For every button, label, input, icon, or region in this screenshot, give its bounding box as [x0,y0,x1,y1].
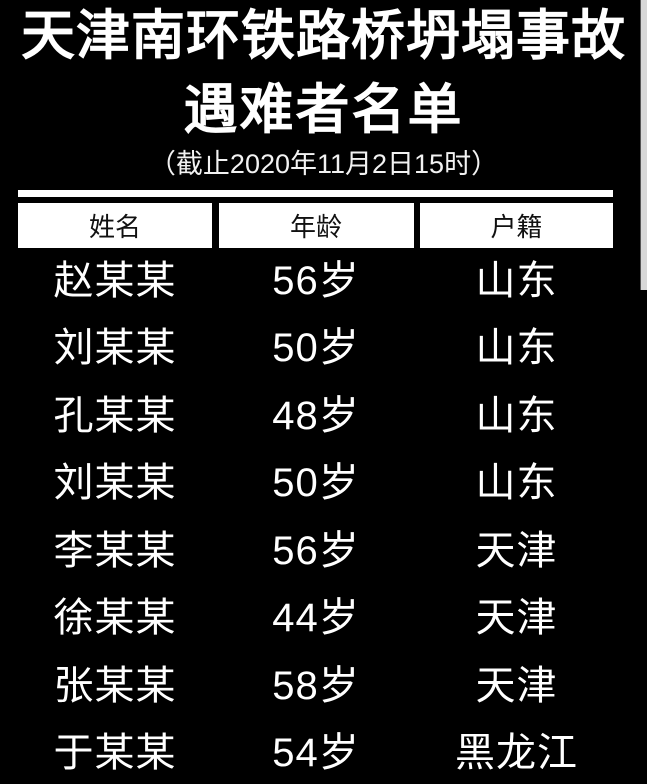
cell-name: 刘某某 [53,461,177,506]
cell-origin: 山东 [475,326,558,371]
column-header-age: 年龄 [218,203,414,248]
table-row: 赵某某 56岁 山东 [18,243,613,311]
table-row: 刘某某 50岁 山东 [18,446,613,514]
cell-origin: 天津 [475,663,558,708]
cell-age: 56岁 [272,258,360,303]
cell-name: 李某某 [53,528,177,573]
cell-age: 54岁 [272,731,360,776]
table-row: 张某某 58岁 天津 [18,648,613,716]
table-header-row: 姓名 年龄 户籍 [18,203,613,248]
cell-age: 50岁 [272,326,360,371]
cell-name: 于某某 [53,731,177,776]
cell-name: 刘某某 [53,326,177,371]
table-row: 李某某 56岁 天津 [18,513,613,581]
cell-origin: 山东 [475,393,558,438]
cell-origin: 山东 [475,461,558,506]
table-row: 刘某某 50岁 山东 [18,311,613,379]
cell-origin: 天津 [475,528,558,573]
cell-name: 徐某某 [53,596,177,641]
cell-name: 赵某某 [53,258,177,303]
table-body: 赵某某 56岁 山东 刘某某 50岁 山东 孔某某 48岁 山东 刘某某 50岁 山东 李某某 56岁 天津… [18,243,613,783]
table-row: 徐某某 44岁 天津 [18,581,613,649]
cell-origin: 黑龙江 [455,731,578,776]
cell-name: 孔某某 [53,393,177,438]
cell-age: 44岁 [272,596,360,641]
table-row: 于某某 54岁 黑龙江 [18,716,613,784]
cell-origin: 天津 [475,596,558,641]
cell-age: 50岁 [272,461,360,506]
column-header-origin: 户籍 [420,203,613,248]
cell-age: 56岁 [272,528,360,573]
table-row: 孔某某 48岁 山东 [18,378,613,446]
cell-name: 张某某 [53,663,177,708]
poster-header: 天津南环铁路桥坍塌事故 遇难者名单 （截止2020年11月2日15时） [0,0,647,179]
cell-origin: 山东 [475,258,558,303]
victim-table: 姓名 年龄 户籍 赵某某 56岁 山东 刘某某 50岁 山东 孔某某 48岁 山东 刘某某 50岁山… [18,203,613,783]
poster-title-line2: 遇难者名单 [183,80,464,140]
as-of-timestamp: （截止2020年11月2日15时） [148,149,499,179]
cell-age: 48岁 [272,393,360,438]
screenshot-edge-strip [640,0,647,290]
column-header-name: 姓名 [18,203,212,248]
divider-rule [18,190,613,197]
cell-age: 58岁 [272,663,360,708]
poster-title-line1: 天津南环铁路桥坍塌事故 [21,6,626,66]
